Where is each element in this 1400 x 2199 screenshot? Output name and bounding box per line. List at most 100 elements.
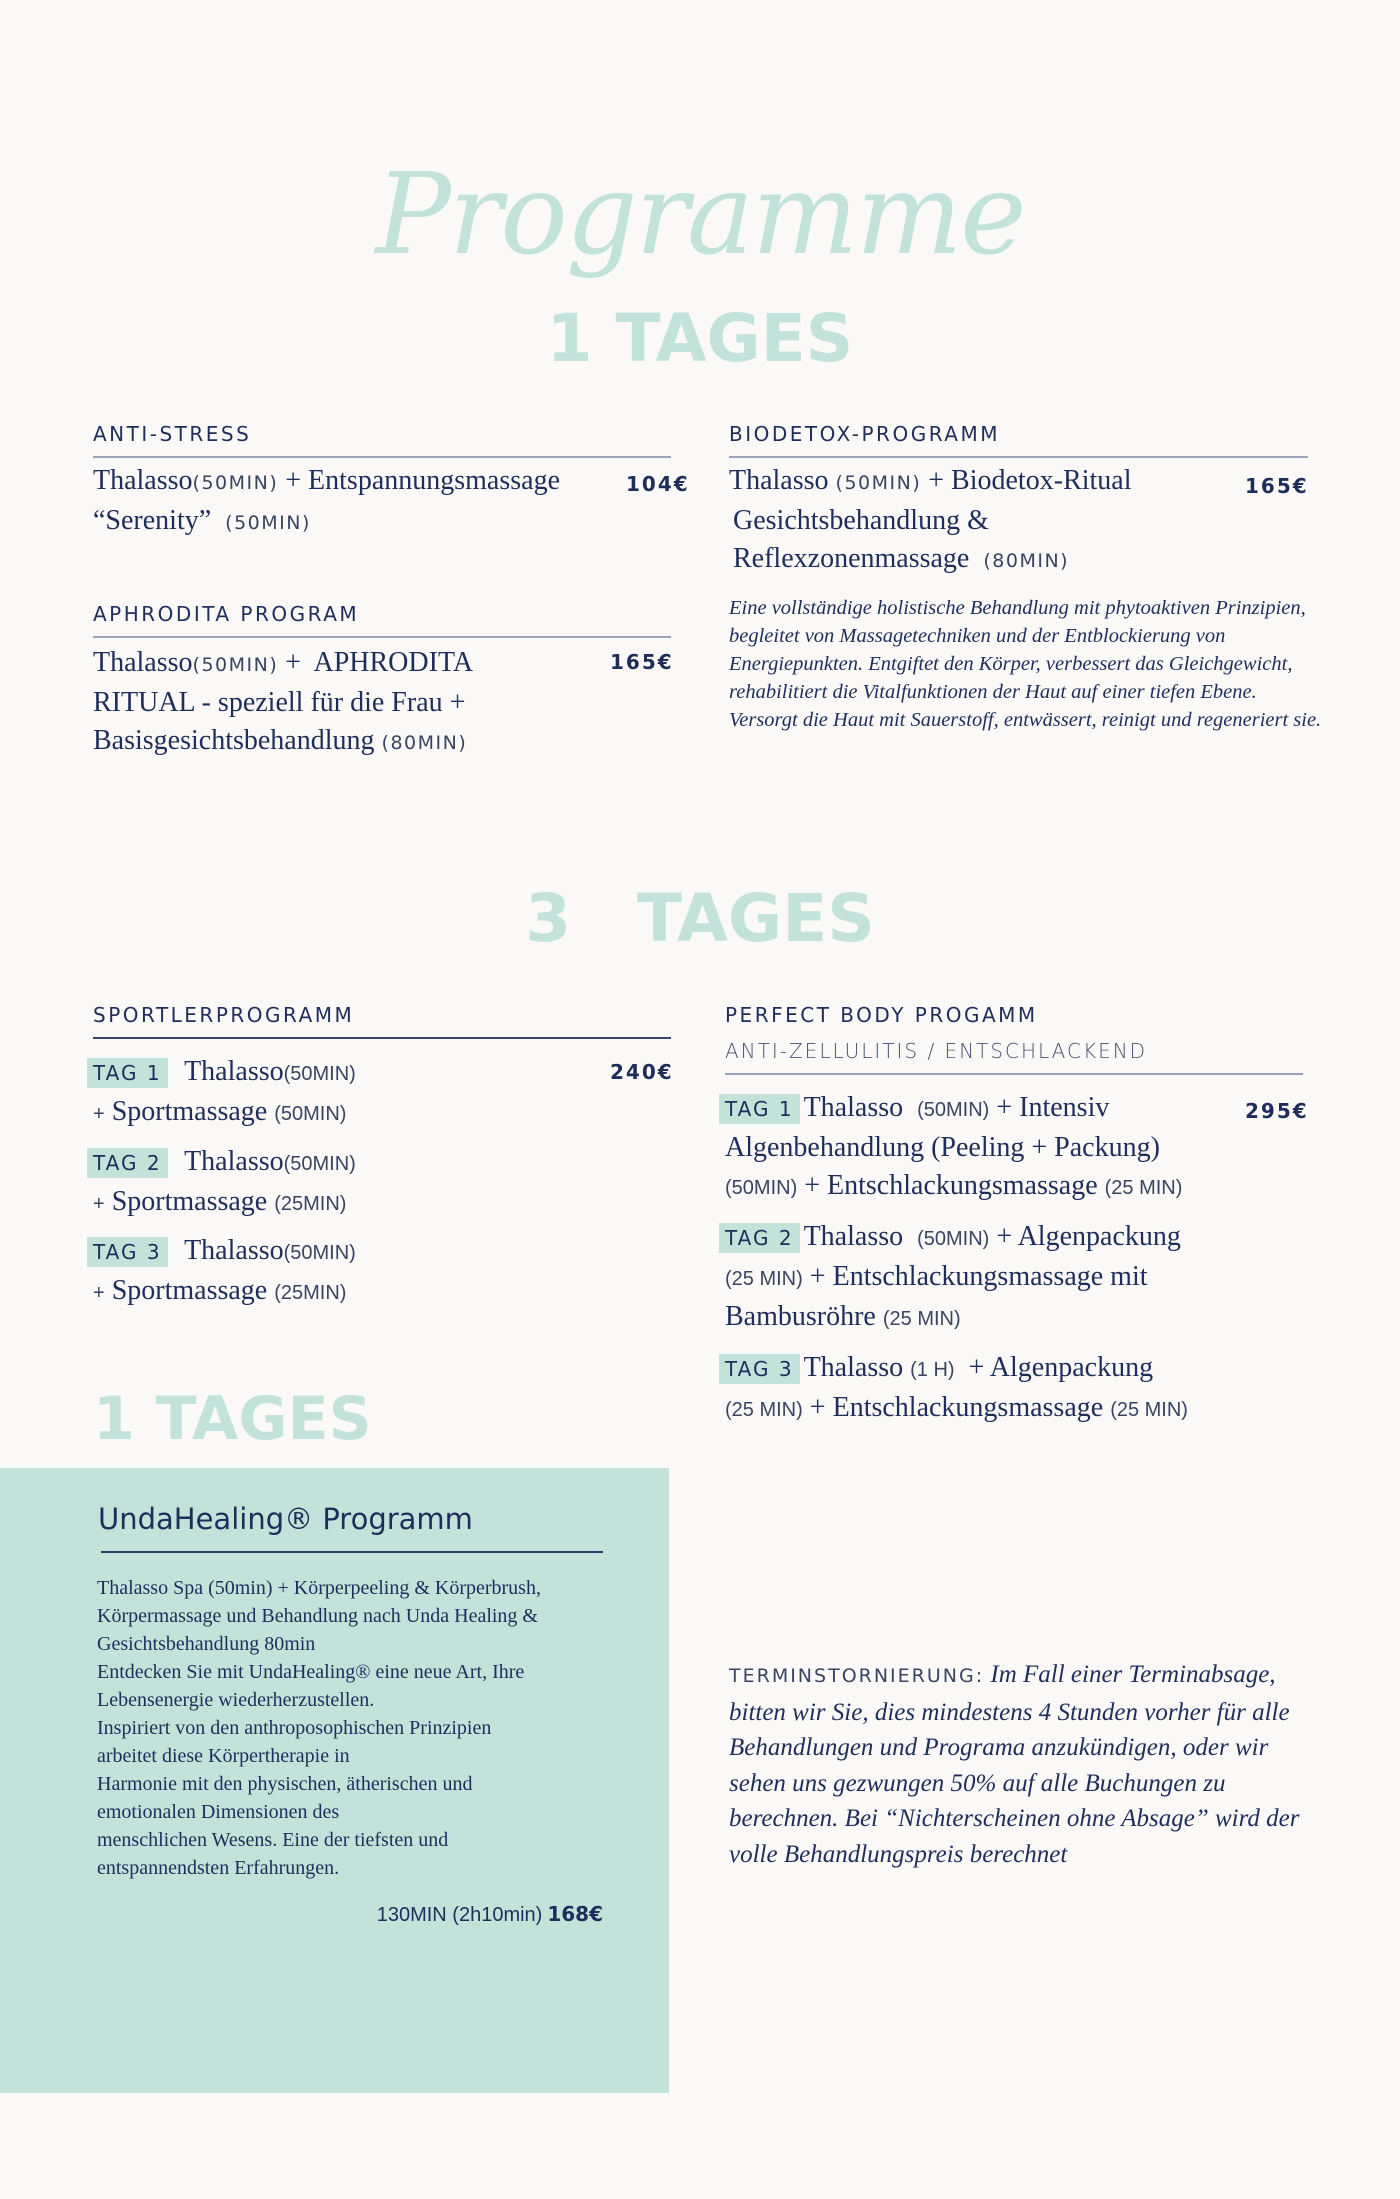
duration: (25 MIN)	[882, 1308, 961, 1330]
treatment: Basisgesichtsbehandlung	[93, 725, 375, 756]
duration: (1 H)	[910, 1359, 955, 1381]
treatment: Thalasso	[803, 1092, 904, 1123]
section-heading-3-tages: 3 TAGES	[525, 880, 875, 957]
day-entry: TAG 3 Thalasso (1 H) + Algenpackung (25 M…	[719, 1349, 1345, 1429]
description-line: Körpermassage und Behandlung nach Unda H…	[97, 1605, 538, 1627]
day-tag: TAG 1	[719, 1094, 800, 1124]
biodetox-program: BIODETOX-PROGRAMM Thalasso (50MIN) + Bio…	[729, 422, 1329, 734]
description-line: Gesichtsbehandlung 80min	[97, 1633, 316, 1655]
program-heading: BIODETOX-PROGRAMM	[729, 422, 1000, 446]
treatment: Reflexzonenmassage	[733, 543, 970, 574]
treatment: Sportmassage	[111, 1095, 268, 1127]
treatment: + Entschlackungsmassage	[809, 1392, 1104, 1423]
description-line: Thalasso Spa (50min) + Körperpeeling & K…	[97, 1577, 541, 1599]
day-entry: TAG 1 Thalasso(50MIN) + Sportmassage (50…	[87, 1053, 673, 1143]
duration: (50MIN)	[725, 1177, 798, 1199]
treatment: + Entschlackungsmassage mit	[809, 1261, 1148, 1292]
day-tag: TAG 2	[719, 1223, 800, 1253]
treatment: Thalasso	[803, 1221, 904, 1252]
duration: (50MIN)	[283, 1152, 356, 1175]
treatment: Sportmassage	[111, 1185, 268, 1217]
program-heading: SPORTLERPROGRAMM	[93, 1003, 355, 1027]
cancellation-text: Im Fall einer Terminabsage, bitten wir S…	[729, 1661, 1300, 1868]
divider	[725, 1073, 1303, 1075]
section-heading-1-tages: 1 TAGES	[93, 1384, 372, 1454]
duration-price: 130MIN (2h10min) 168€	[377, 1902, 603, 1927]
day-tag: TAG 3	[87, 1236, 168, 1267]
program-title: UndaHealing® Programm	[98, 1502, 473, 1536]
perfect-body-program: PERFECT BODY PROGAMM ANTI-ZELLULITIS / E…	[719, 1003, 1345, 1429]
page-title: Programme	[375, 150, 1026, 280]
divider	[93, 636, 671, 638]
description-line: arbeitet diese Körpertherapie in	[97, 1745, 350, 1767]
day-tag: TAG 2	[87, 1147, 168, 1178]
price: 104€	[626, 472, 690, 496]
treatment: + Intensiv	[996, 1092, 1110, 1123]
description-line: Harmonie mit den physischen, ätherischen…	[97, 1773, 473, 1795]
duration: (80MIN)	[983, 550, 1070, 572]
treatment: Algenbehandlung (Peeling + Packung)	[725, 1132, 1160, 1163]
description-line: Inspiriert von den anthroposophischen Pr…	[97, 1717, 492, 1739]
divider	[101, 1551, 603, 1553]
program-heading: APHRODITA PROGRAM	[93, 602, 360, 626]
treatment: Thalasso	[93, 465, 193, 496]
day-tag: TAG 3	[719, 1354, 800, 1384]
day-entry: TAG 3 Thalasso(50MIN) + Sportmassage (25…	[87, 1232, 673, 1312]
treatment: Thalasso	[184, 1055, 284, 1087]
price: 165€	[1245, 474, 1309, 498]
treatment: RITUAL - speziell für die Frau +	[93, 687, 466, 718]
duration: (50MIN)	[835, 472, 922, 494]
duration: (25 MIN)	[725, 1268, 803, 1290]
treatment: + APHRODITA	[278, 647, 474, 678]
treatment: + Entschlackungsmassage	[804, 1170, 1098, 1201]
duration: (50MIN)	[274, 1102, 347, 1125]
duration: (25 MIN)	[725, 1399, 803, 1421]
treatment: Sportmassage	[111, 1274, 268, 1306]
treatment: Thalasso	[93, 647, 193, 678]
treatment: + Algenpackung	[996, 1221, 1181, 1252]
price: 165€	[610, 650, 674, 674]
price: 295€	[1245, 1099, 1309, 1123]
day-tag: TAG 1	[87, 1057, 168, 1088]
description-line: Entdecken Sie mit UndaHealing® eine neue…	[97, 1661, 525, 1683]
divider	[93, 456, 671, 458]
description-line: menschlichen Wesens. Eine der tiefsten u…	[97, 1829, 449, 1851]
day-entry: TAG 1 Thalasso (50MIN) + Intensiv Algenbe…	[719, 1089, 1345, 1207]
section-heading-1-tages: 1 TAGES	[546, 300, 854, 377]
duration: (25 MIN)	[1110, 1399, 1188, 1421]
duration: (50MIN)	[192, 472, 279, 494]
day-entry: TAG 2 Thalasso (50MIN) + Algenpackung (25…	[719, 1218, 1345, 1338]
duration: (50MIN)	[283, 1062, 356, 1085]
treatment: Thalasso	[803, 1352, 904, 1383]
price: 240€	[610, 1060, 674, 1084]
treatment: Thalasso	[184, 1145, 284, 1177]
program-subheading: ANTI-ZELLULITIS / ENTSCHLACKEND	[725, 1039, 1148, 1063]
cancellation-label: TERMINSTORNIERUNG:	[729, 1665, 985, 1687]
program-heading: ANTI-STRESS	[93, 422, 252, 446]
treatment: “Serenity”	[93, 505, 212, 536]
cancellation-policy: TERMINSTORNIERUNG: Im Fall einer Termina…	[729, 1657, 1319, 1872]
duration: (50MIN)	[283, 1241, 356, 1264]
program-description: Eine vollständige holistische Behandlung…	[729, 597, 1322, 731]
duration: (50MIN)	[917, 1228, 990, 1250]
anti-stress-program: ANTI-STRESS Thalasso(50MIN) + Entspannun…	[93, 422, 673, 542]
aphrodita-program: APHRODITA PROGRAM Thalasso(50MIN) + APHR…	[93, 602, 673, 762]
description-line: entspannendsten Erfahrungen.	[97, 1857, 340, 1879]
unda-healing-panel: UndaHealing® Programm Thalasso Spa (50mi…	[0, 1468, 669, 2093]
sportler-program: SPORTLERPROGRAMM TAG 1 Thalasso(50MIN) +…	[87, 1003, 673, 1312]
duration: (25 MIN)	[1104, 1177, 1183, 1199]
program-description: Thalasso Spa (50min) + Körperpeeling & K…	[97, 1574, 617, 1882]
divider	[729, 456, 1308, 458]
program-heading: PERFECT BODY PROGAMM	[725, 1003, 1038, 1027]
treatment: + Biodetox-Ritual	[928, 465, 1132, 496]
day-entry: TAG 2 Thalasso(50MIN) + Sportmassage (25…	[87, 1143, 673, 1232]
treatment: Bambusröhre	[725, 1301, 876, 1332]
duration: (50MIN)	[225, 512, 311, 534]
price: 168€	[547, 1902, 603, 1926]
description-line: emotionalen Dimensionen des	[97, 1801, 340, 1823]
treatment: + Algenpackung	[961, 1352, 1154, 1383]
treatment: Gesichtsbehandlung &	[733, 505, 989, 536]
duration: (25MIN)	[274, 1281, 347, 1304]
duration: (25MIN)	[274, 1192, 347, 1215]
duration: (50MIN)	[192, 654, 279, 676]
